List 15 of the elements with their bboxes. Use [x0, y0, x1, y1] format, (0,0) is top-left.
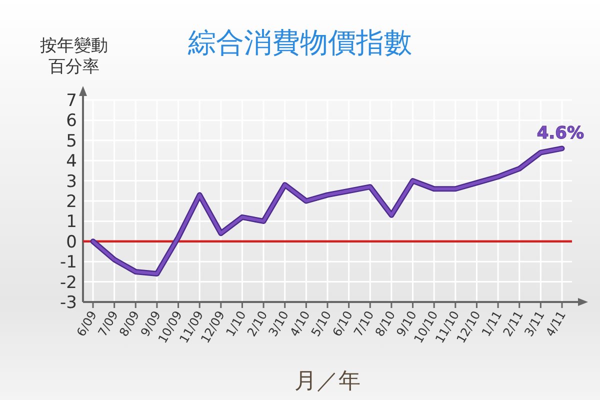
y-tick-label: -1	[60, 252, 77, 273]
data-label: 4.6%	[536, 123, 584, 144]
y-tick-label: 3	[66, 172, 77, 192]
y-tick-label: 4	[66, 152, 77, 172]
y-tick-label: 2	[66, 192, 77, 212]
y-axis-title: 按年變動百分率	[39, 36, 109, 78]
y-tick-label: 5	[66, 131, 77, 152]
x-axis-title: 月／年	[294, 369, 360, 394]
chart-title: 綜合消費物價指數	[187, 26, 412, 59]
y-tick-label: -2	[60, 272, 77, 293]
y-tick-label: 0	[66, 232, 77, 252]
y-tick-label: -3	[60, 293, 77, 313]
y-tick-label: 7	[66, 91, 77, 111]
y-tick-label: 1	[66, 212, 77, 232]
y-tick-label: 6	[66, 111, 77, 132]
